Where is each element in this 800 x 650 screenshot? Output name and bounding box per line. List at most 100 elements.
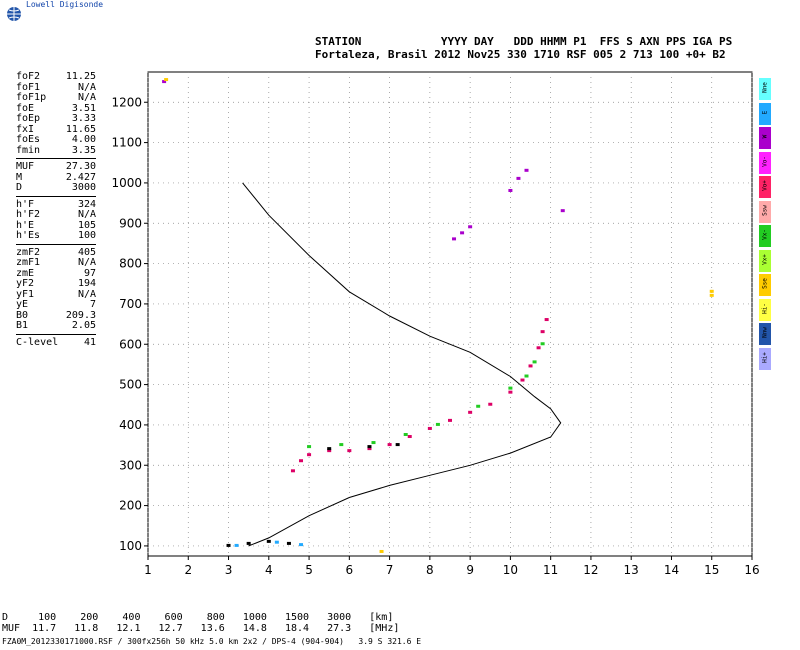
param-value: N/A — [77, 209, 96, 220]
param-row: foF1p N/A — [16, 92, 96, 104]
param-row: B1 2.05 — [16, 320, 96, 332]
echo-point — [327, 449, 332, 453]
param-separator — [16, 243, 96, 245]
echo-point — [407, 435, 412, 439]
param-value: 7 — [89, 299, 96, 310]
param-name: M — [16, 171, 23, 183]
x-tick-label: 13 — [624, 563, 639, 577]
param-name: zmF1 — [16, 257, 41, 268]
echo-point — [162, 80, 167, 84]
param-row: foEp 3.33 — [16, 113, 96, 125]
echo-point — [286, 541, 291, 545]
param-value: 11.65 — [65, 123, 96, 135]
param-value: 194 — [77, 278, 96, 289]
echo-point — [226, 543, 231, 547]
legend-label: Hi+ — [761, 351, 769, 363]
echo-point — [468, 225, 473, 229]
x-tick-label: 10 — [503, 563, 518, 577]
echo-point — [266, 539, 271, 543]
legend-label: Ssw — [761, 204, 769, 216]
y-tick-label: 700 — [119, 297, 142, 311]
param-name: h'Es — [16, 230, 41, 241]
legend-label: Vx+ — [761, 253, 769, 265]
param-value: 3.35 — [71, 144, 96, 156]
param-value: 3000 — [71, 182, 96, 193]
param-name: C-level — [16, 336, 59, 348]
echo-point — [367, 445, 372, 449]
param-value: 97 — [83, 267, 96, 279]
echo-point — [435, 422, 440, 426]
echo-point — [524, 374, 529, 378]
param-name: fxI — [16, 123, 35, 135]
param-name: MUF — [16, 161, 35, 172]
echo-point — [387, 443, 392, 447]
echo-point — [234, 543, 239, 547]
param-separator — [16, 333, 96, 335]
legend-chip: Hi- — [759, 298, 771, 321]
param-name: foEs — [16, 134, 41, 145]
legend-label: W — [761, 134, 769, 139]
param-row: foE 3.51 — [16, 103, 96, 115]
legend-label: Nnw — [761, 327, 769, 338]
param-name: yF1 — [16, 288, 35, 300]
echo-point — [448, 418, 452, 422]
x-tick-label: 3 — [225, 563, 233, 577]
param-value: 324 — [77, 198, 96, 210]
echo-point — [560, 209, 565, 213]
param-name: B0 — [16, 309, 29, 321]
legend-chip: Ssw — [759, 200, 771, 223]
param-value: 405 — [77, 246, 96, 258]
param-row: B0 209.3 — [16, 309, 96, 322]
param-name: h'F2 — [16, 209, 41, 220]
echo-point — [468, 410, 473, 414]
x-tick-label: 14 — [664, 563, 679, 577]
echo-point — [299, 459, 304, 463]
y-tick-label: 500 — [119, 378, 142, 392]
legend-chip: Vx+ — [759, 249, 771, 272]
param-value: N/A — [77, 288, 96, 300]
y-tick-label: 1100 — [111, 136, 142, 150]
param-row: foEs 4.00 — [16, 134, 96, 146]
x-tick-label: 16 — [744, 563, 759, 577]
param-row: D 3000 — [16, 182, 96, 194]
y-tick-label: 1000 — [111, 176, 142, 190]
param-value: 3.33 — [71, 113, 96, 124]
echo-point — [709, 289, 714, 293]
y-tick-label: 400 — [119, 418, 142, 432]
legend-label: E — [761, 110, 769, 114]
echo-point — [246, 541, 251, 545]
echo-point — [164, 78, 169, 82]
echo-point — [395, 443, 400, 447]
legend-chip: Hi+ — [759, 347, 771, 370]
echo-point — [347, 449, 352, 453]
legend-label: Hi- — [761, 302, 769, 314]
scaled-parameters-panel: foF2 11.25 foF1 N/A foF1p N/A foE 3.51 foEp 3.33 f… — [16, 71, 96, 348]
param-value: 105 — [77, 219, 96, 231]
echo-point — [460, 231, 465, 235]
legend-chip: Vo+ — [759, 176, 771, 198]
muf-value-line: MUF 11.7 11.8 12.1 12.7 13.6 14.8 18.4 2… — [2, 623, 400, 634]
param-row: yF2 194 — [16, 278, 96, 290]
x-tick-label: 6 — [346, 563, 354, 577]
param-name: zmF2 — [16, 246, 41, 258]
echo-point — [327, 447, 332, 451]
param-row: M 2.427 — [16, 171, 96, 184]
echo-point — [508, 390, 513, 394]
x-tick-label: 15 — [704, 563, 719, 577]
echo-point — [540, 342, 545, 346]
echo-point — [709, 293, 714, 297]
echo-point — [339, 443, 344, 447]
param-name: foF2 — [16, 71, 41, 82]
x-tick-label: 12 — [583, 563, 598, 577]
echo-point — [307, 445, 312, 449]
legend-chip: W — [759, 127, 771, 149]
param-name: zmE — [16, 267, 35, 279]
param-name: foEp — [16, 113, 41, 124]
param-row: fxI 11.65 — [16, 123, 96, 136]
globe-icon — [7, 7, 21, 21]
echo-point — [367, 447, 372, 451]
y-tick-label: 200 — [119, 499, 142, 513]
param-row: zmF1 N/A — [16, 257, 96, 269]
param-row: foF2 11.25 — [16, 71, 96, 83]
